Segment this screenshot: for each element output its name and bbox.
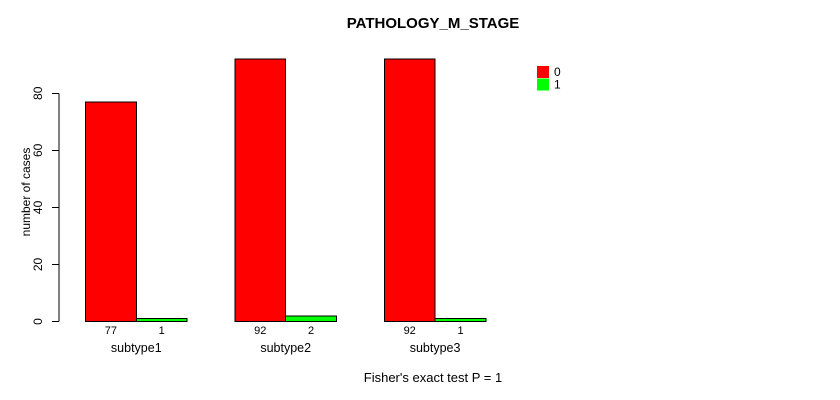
legend-swatch-red xyxy=(537,66,549,78)
value-label-0-subtype3: 92 xyxy=(404,325,416,337)
y-tick-label-20: 20 xyxy=(31,257,45,271)
bar-0-subtype1 xyxy=(85,101,137,322)
legend-label-0: 0 xyxy=(554,65,561,79)
value-label-0-subtype1: 77 xyxy=(105,325,117,337)
bar-0-subtype3 xyxy=(383,58,436,323)
legend-swatch-green xyxy=(537,78,549,91)
bar-1-subtype1 xyxy=(135,318,188,323)
chart-title: PATHOLOGY_M_STAGE xyxy=(347,15,520,32)
value-label-1-subtype1: 1 xyxy=(159,325,165,337)
y-axis-label: number of cases xyxy=(19,148,33,237)
value-label-1-subtype2: 2 xyxy=(308,325,314,337)
legend-label-1: 1 xyxy=(554,78,561,92)
category-label-subtype1: subtype1 xyxy=(111,341,162,355)
plot-area: 0 20 40 60 80 77 1 subtype1 92 2 subtype2 92 1 subtyp… xyxy=(31,58,487,355)
bar-1-subtype2 xyxy=(285,315,338,323)
value-label-0-subtype2: 92 xyxy=(254,325,266,337)
y-tick-label-80: 80 xyxy=(31,86,45,100)
legend: 0 1 xyxy=(537,65,561,92)
value-label-1-subtype3: 1 xyxy=(457,325,463,337)
y-tick-label-0: 0 xyxy=(31,318,45,325)
category-label-subtype2: subtype2 xyxy=(260,341,311,355)
bar-1-subtype3 xyxy=(434,318,487,323)
y-tick-label-60: 60 xyxy=(31,143,45,157)
fisher-test-note: Fisher's exact test P = 1 xyxy=(364,370,502,385)
bar-0-subtype2 xyxy=(234,58,287,323)
y-tick-label-40: 40 xyxy=(31,200,45,214)
category-label-subtype3: subtype3 xyxy=(410,341,461,355)
